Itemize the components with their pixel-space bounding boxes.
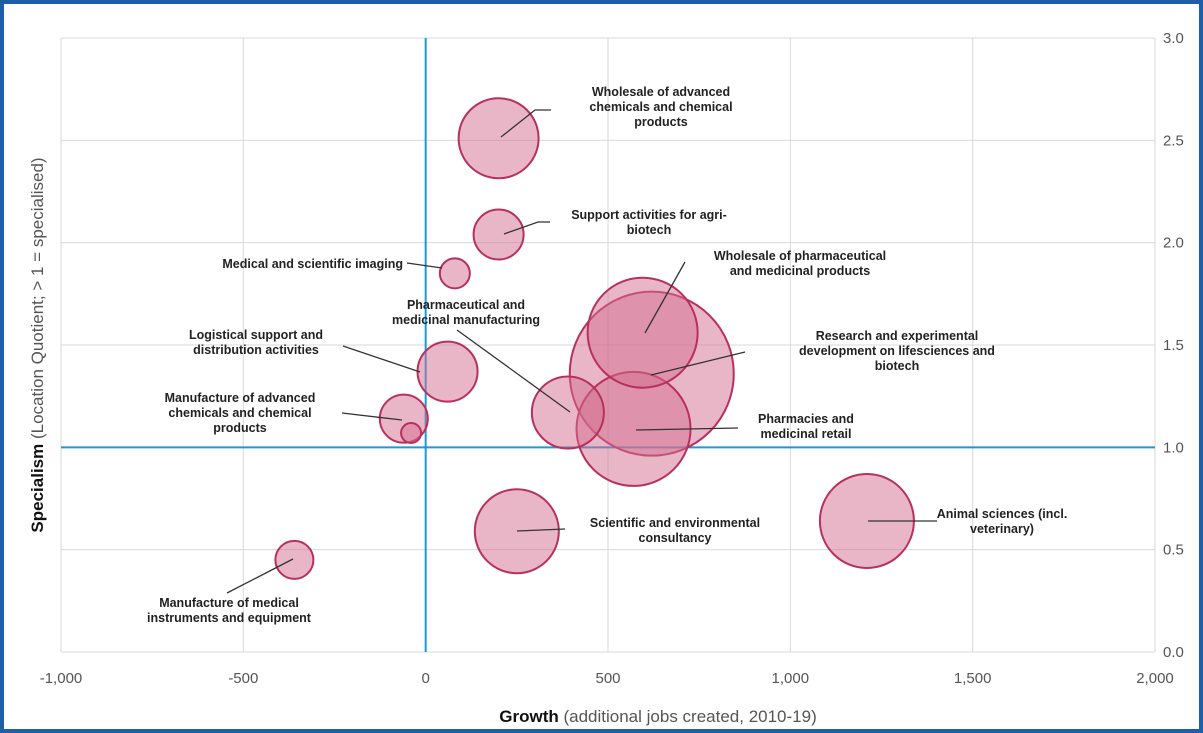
- bubble-point-12: [274, 539, 315, 580]
- y-axis-label-rest: (Location Quotient; > 1 = specialised): [28, 157, 47, 443]
- bubble-label-0: Wholesale of advanced chemicals and chemi…: [589, 85, 732, 129]
- bubble-point-1: [472, 208, 525, 261]
- y-tick-label: 3.0: [1163, 30, 1184, 47]
- bubbles: [274, 97, 915, 580]
- bubble-label-line: Research and experimental: [816, 329, 979, 343]
- y-tick-label: 0.5: [1163, 542, 1184, 559]
- bubble-point-2: [438, 257, 471, 290]
- bubble-label-5: Research and experimental development on …: [799, 329, 995, 373]
- x-tick-label: 500: [595, 670, 620, 687]
- leader-line-12: [226, 558, 294, 594]
- bubble-label-line: chemicals and chemical: [589, 100, 732, 114]
- x-tick-label: 1,500: [954, 670, 992, 687]
- bubble-label-12: Manufacture of medical instruments and eq…: [147, 596, 312, 625]
- bubble-label-line: Pharmaceutical and: [407, 298, 525, 312]
- bubble-label-line: instruments and equipment: [147, 611, 312, 625]
- x-tick-label: -1,000: [40, 670, 83, 687]
- x-tick-label: -500: [228, 670, 258, 687]
- leader-line-10: [516, 528, 566, 532]
- leader-line-6: [342, 345, 421, 373]
- bubble-label-10: Scientific and environmental consultancy: [590, 516, 760, 545]
- bubble-label-line: Logistical support and: [189, 328, 323, 342]
- bubble-point-6: [416, 340, 479, 403]
- bubble-label-line: medicinal manufacturing: [392, 313, 540, 327]
- leader-line-5: [650, 351, 746, 376]
- x-axis-label-rest: (additional jobs created, 2010-19): [559, 707, 817, 726]
- bubble-label-line: products: [634, 115, 688, 129]
- bubble-point-3: [586, 276, 699, 389]
- bubble-label-line: Wholesale of pharmaceutical: [714, 249, 886, 263]
- bubble-label-line: Scientific and environmental: [590, 516, 760, 530]
- bubble-label-line: Support activities for agri-: [571, 208, 727, 222]
- y-tick-label: 1.0: [1163, 439, 1184, 456]
- bubble-point-8: [400, 422, 423, 445]
- bubble-label-line: Animal sciences (incl.: [937, 507, 1068, 521]
- leader-line-9: [635, 427, 739, 431]
- bubble-label-line: products: [213, 421, 267, 435]
- y-axis-label-bold: Specialism: [28, 444, 47, 533]
- bubble-label-line: veterinary): [970, 522, 1034, 536]
- bubble-label-3: Wholesale of pharmaceutical and medicinal…: [714, 249, 886, 278]
- bubble-point-0: [457, 97, 540, 180]
- bubble-label-line: Wholesale of advanced: [592, 85, 730, 99]
- bubble-point-4: [530, 375, 605, 450]
- bubble-label-4: Pharmaceutical and medicinal manufacturin…: [392, 298, 540, 327]
- bubble-label-line: chemicals and chemical: [168, 406, 311, 420]
- bubble-label-line: Medical and scientific imaging: [222, 257, 403, 271]
- x-axis-label: Growth (additional jobs created, 2010-19…: [499, 707, 817, 726]
- y-tick-label: 1.5: [1163, 337, 1184, 354]
- bubble-label-line: development on lifesciences and: [799, 344, 995, 358]
- bubble-label-1: Support activities for agri-biotech: [571, 208, 727, 237]
- bubble-label-line: Manufacture of medical: [159, 596, 299, 610]
- bubble-label-11: Animal sciences (incl. veterinary): [937, 507, 1068, 536]
- bubble-label-line: biotech: [627, 223, 671, 237]
- x-tick-label: 1,000: [772, 670, 810, 687]
- bubble-label-7: Manufacture of advanced chemicals and che…: [165, 391, 316, 435]
- leader-line-4: [456, 329, 571, 413]
- bubble-label-6: Logistical support and distribution activ…: [189, 328, 323, 357]
- bubble-label-line: distribution activities: [193, 343, 319, 357]
- y-tick-label: 2.0: [1163, 235, 1184, 252]
- bubble-label-line: Pharmacies and: [758, 412, 854, 426]
- y-axis-label: Specialism (Location Quotient; > 1 = spe…: [28, 157, 47, 532]
- leader-line-0: [500, 109, 551, 138]
- x-tick-label: 0: [421, 670, 429, 687]
- x-axis-label-bold: Growth: [499, 707, 559, 726]
- y-tick-label: 2.5: [1163, 132, 1184, 149]
- bubble-label-line: biotech: [875, 359, 919, 373]
- x-tick-labels: -1,000 -500 0 500 1,000 1,500 2,000: [40, 670, 1174, 687]
- leader-line-3: [644, 261, 686, 334]
- leader-lines: [226, 109, 937, 594]
- bubble-labels: Wholesale of advanced chemicals and chemi…: [147, 85, 1067, 625]
- bubble-label-line: consultancy: [639, 531, 712, 545]
- bubble-label-9: Pharmacies and medicinal retail: [758, 412, 854, 441]
- bubble-label-line: and medicinal products: [730, 264, 870, 278]
- bubble-point-10: [473, 488, 560, 575]
- y-tick-labels: 0.0 0.5 1.0 1.5 2.0 2.5 3.0: [1163, 30, 1184, 661]
- leader-line-7: [341, 412, 403, 421]
- x-tick-label: 2,000: [1136, 670, 1174, 687]
- bubble-label-line: medicinal retail: [760, 427, 851, 441]
- bubble-label-line: Manufacture of advanced: [165, 391, 316, 405]
- y-tick-label: 0.0: [1163, 644, 1184, 661]
- bubble-label-2: Medical and scientific imaging: [222, 257, 403, 271]
- leader-line-2: [406, 262, 443, 269]
- leader-line-1: [503, 221, 550, 235]
